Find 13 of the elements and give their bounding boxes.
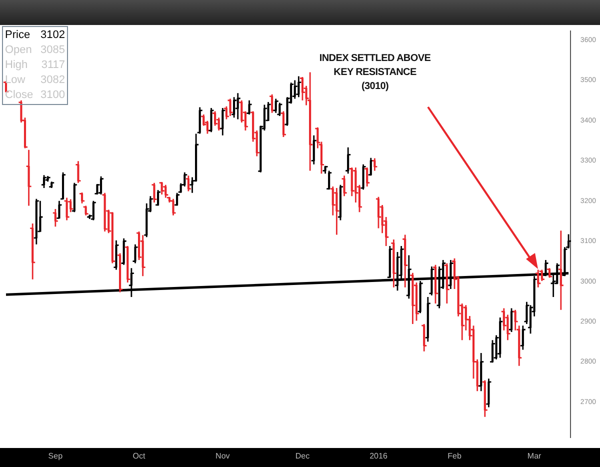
x-tick-label: Nov [216,451,230,460]
annotation: Price 3102 [5,28,65,43]
x-tick-label: 2016 [370,451,388,460]
annotation: Close 3100 [5,88,65,103]
annotation: INDEX SETTLED ABOVE KEY RESISTANCE (3010) [318,52,432,94]
x-tick-label: Mar [527,451,542,460]
x-tick-label: Dec [295,451,310,460]
annotation: Open 3085 [5,43,65,58]
x-tick-label: Oct [132,451,146,460]
x-tick-label: Feb [448,451,462,460]
x-tick-label: Sep [48,451,64,460]
text: High 3117 [5,59,65,71]
text: Low 3082 [5,74,65,86]
